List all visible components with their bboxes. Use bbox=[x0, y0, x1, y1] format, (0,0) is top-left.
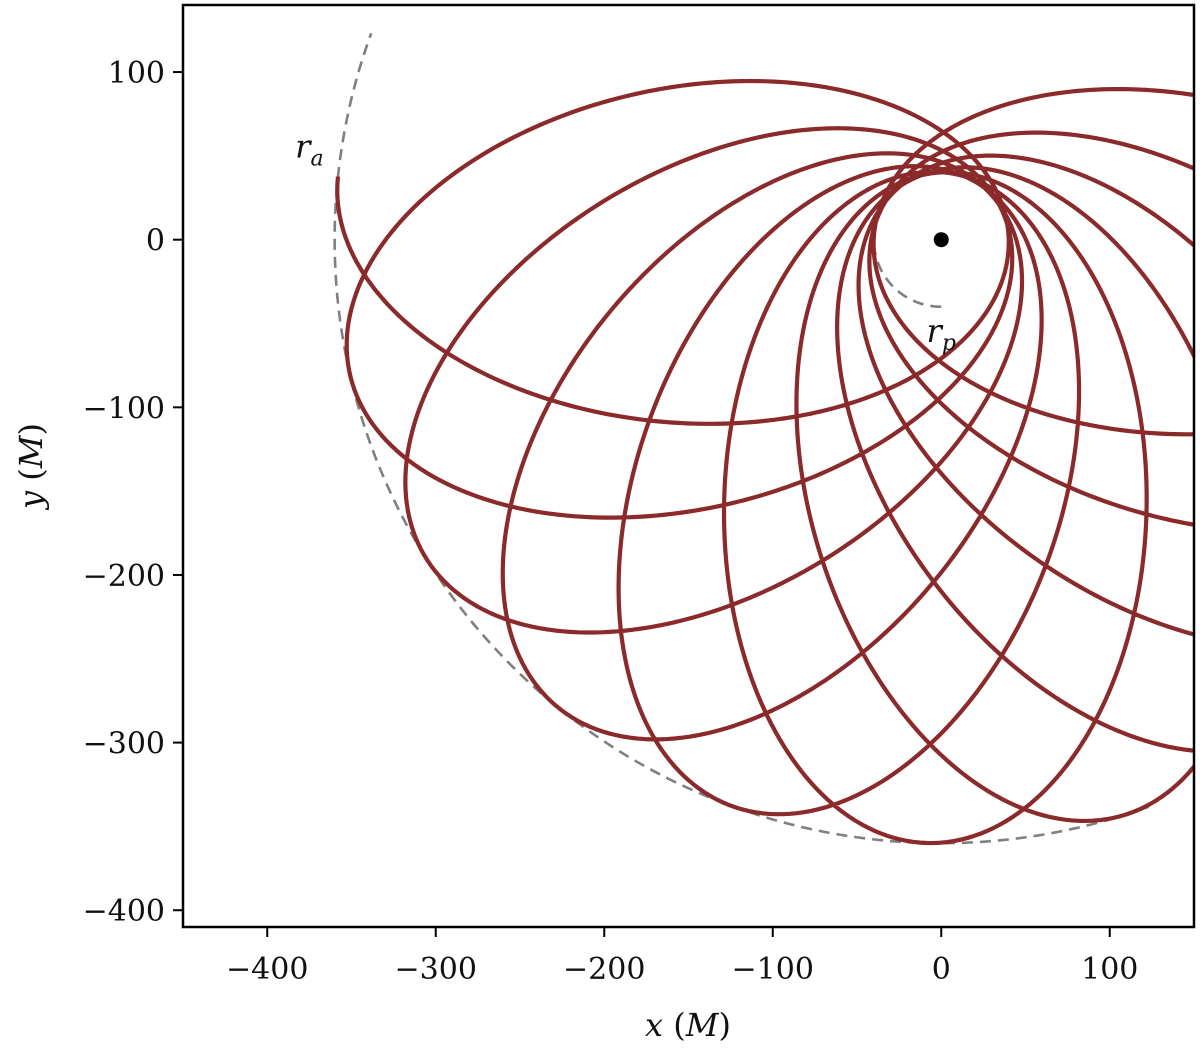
y-tick-label: 100 bbox=[108, 56, 165, 91]
y-axis-unit: M bbox=[12, 434, 50, 469]
plot-area bbox=[333, 32, 1194, 846]
x-tick-label: −400 bbox=[226, 952, 308, 987]
y-tick-label: −300 bbox=[83, 727, 165, 762]
reference-circle-ra bbox=[333, 32, 1150, 845]
annotations: ra rp bbox=[295, 127, 956, 355]
y-tick-label: −200 bbox=[83, 559, 165, 594]
x-tick-label: 100 bbox=[1081, 952, 1138, 987]
central-black-hole bbox=[933, 232, 949, 248]
orbit-trajectory bbox=[335, 78, 1194, 846]
x-tick-label: −200 bbox=[563, 952, 645, 987]
y-axis-label: y (M) bbox=[12, 423, 50, 511]
y-axis-var: y bbox=[12, 490, 50, 511]
y-tick-label: −100 bbox=[83, 391, 165, 426]
x-tick-label: −300 bbox=[395, 952, 477, 987]
reference-circles bbox=[333, 32, 1150, 845]
x-tick-label: 0 bbox=[932, 952, 951, 987]
y-axis-ticks: 100 0 −100 −200 −300 −400 bbox=[83, 56, 183, 929]
x-axis-label: x (M) bbox=[645, 1006, 731, 1044]
x-axis-var: x bbox=[645, 1006, 663, 1044]
x-tick-label: −100 bbox=[732, 952, 814, 987]
plot-frame bbox=[181, 3, 1196, 929]
annotation-rp: rp bbox=[927, 312, 956, 356]
x-axis-ticks: −400 −300 −200 −100 0 100 bbox=[226, 927, 1138, 987]
y-tick-label: 0 bbox=[146, 224, 165, 259]
annotation-ra: ra bbox=[295, 127, 323, 171]
x-axis-unit: M bbox=[685, 1006, 720, 1044]
y-tick-label: −400 bbox=[83, 894, 165, 929]
